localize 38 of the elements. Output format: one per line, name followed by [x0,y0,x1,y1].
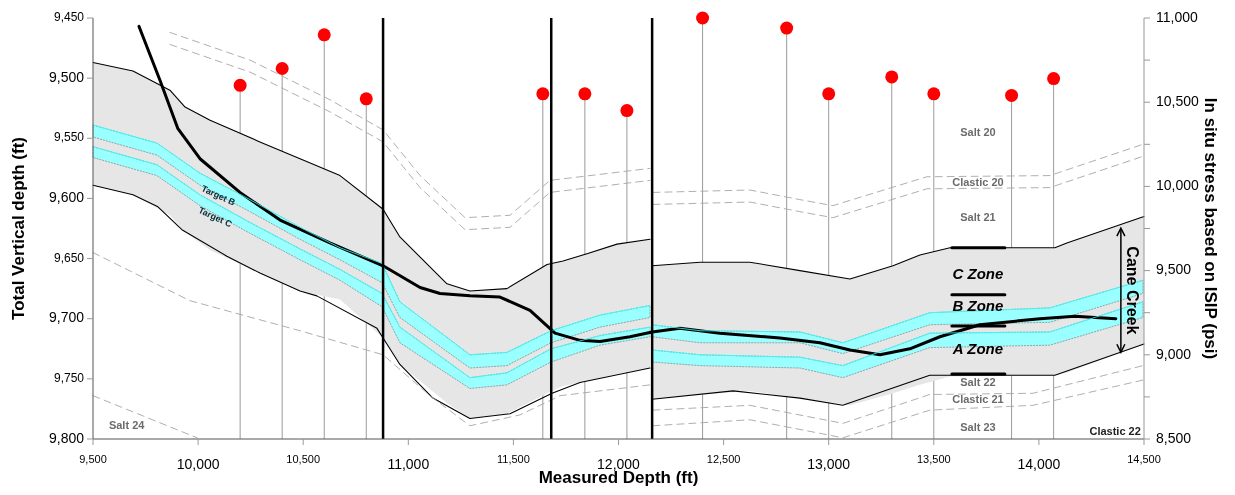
x-tick-label: 11,500 [496,453,530,465]
x-tick-label: 14,000 [1017,456,1061,472]
y-tick-label: 9,650 [53,250,85,265]
annotation: Clastic 22 [1089,425,1141,438]
y-tick-label: 9,750 [53,371,85,386]
y-tick-label: 9,700 [48,309,85,326]
x-tick-label: 11,000 [387,456,430,472]
x-tick-label: 9,500 [79,453,107,465]
y-tick-label: 9,600 [48,189,85,206]
annotation: Salt 22 [960,376,996,389]
y-axis-title: Total Vertical depth (ft) [9,137,28,320]
y-tick-label: 9,550 [53,130,85,145]
x-tick-label: 13,000 [807,456,851,472]
x-tick-label: 10,000 [176,456,220,472]
annotation: C Zone [952,265,1004,283]
annotation: Salt 24 [108,419,146,432]
annotation: Clastic 20 [952,175,1004,188]
y2-tick-label: 10,000 [1156,177,1200,194]
y2-tick-label: 8,500 [1156,429,1192,446]
y2-tick-label: 9,000 [1156,345,1192,362]
y2-axis-title: In situ stress based on ISIP (psi) [1201,97,1220,360]
annotation: Cane Creek [1124,246,1142,335]
y-tick-label: 9,500 [48,68,85,85]
annotation: Salt 23 [960,421,996,434]
annotation: B Zone [952,296,1004,314]
y2-tick-label: 10,500 [1156,92,1200,109]
y-tick-label: 9,450 [53,10,85,25]
y2-tick-label: 11,000 [1156,8,1198,25]
x-tick-label: 14,500 [1127,453,1161,465]
annotation: A Zone [951,339,1004,357]
x-tick-label: 10,500 [286,453,321,465]
x-tick-label: 12,500 [706,453,741,465]
annotation: Clastic 21 [952,393,1004,406]
annotation: Salt 21 [960,210,996,223]
annotation: Salt 20 [960,125,996,138]
y2-tick-label: 9,500 [1156,261,1192,278]
x-tick-label: 13,500 [916,453,951,465]
y-tick-label: 9,800 [48,429,85,446]
